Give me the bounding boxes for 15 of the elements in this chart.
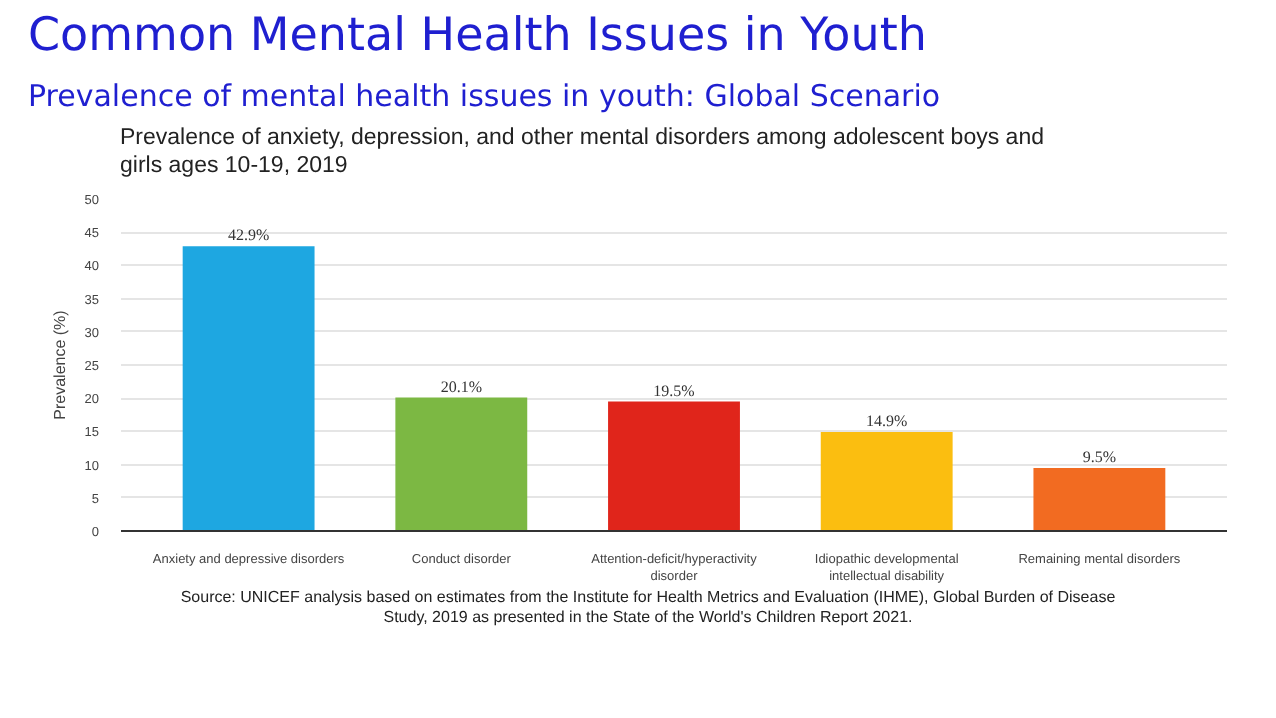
chart-subtitle: Prevalence of mental health issues in youth: Global Scenario — [28, 76, 941, 118]
source-note: Source: UNICEF analysis based on estimates from the Institute for Health Metrics and Evaluation (IHME), Global Burden of Disease Study, 2019 as presented in the State of the World's Children Report 2021. — [180, 588, 1116, 628]
data-label: 42.9% — [227, 226, 270, 245]
bar — [182, 246, 315, 531]
bar — [395, 397, 528, 531]
y-axis-title: Prevalence (%) — [50, 309, 69, 420]
chart-title: Common Mental Health Issues in Youth — [28, 8, 927, 66]
bar — [1033, 467, 1166, 531]
data-label: 9.5% — [1082, 447, 1117, 466]
bar — [608, 401, 740, 531]
bar — [820, 432, 953, 531]
data-label: 20.1% — [440, 377, 483, 396]
data-label: 19.5% — [653, 381, 696, 400]
data-label: 14.9% — [866, 412, 909, 431]
text: Prevalence of anxiety, depression, and other mental disorders among adolescent boys and girls ages 10-19, 2019 — [120, 124, 1046, 180]
